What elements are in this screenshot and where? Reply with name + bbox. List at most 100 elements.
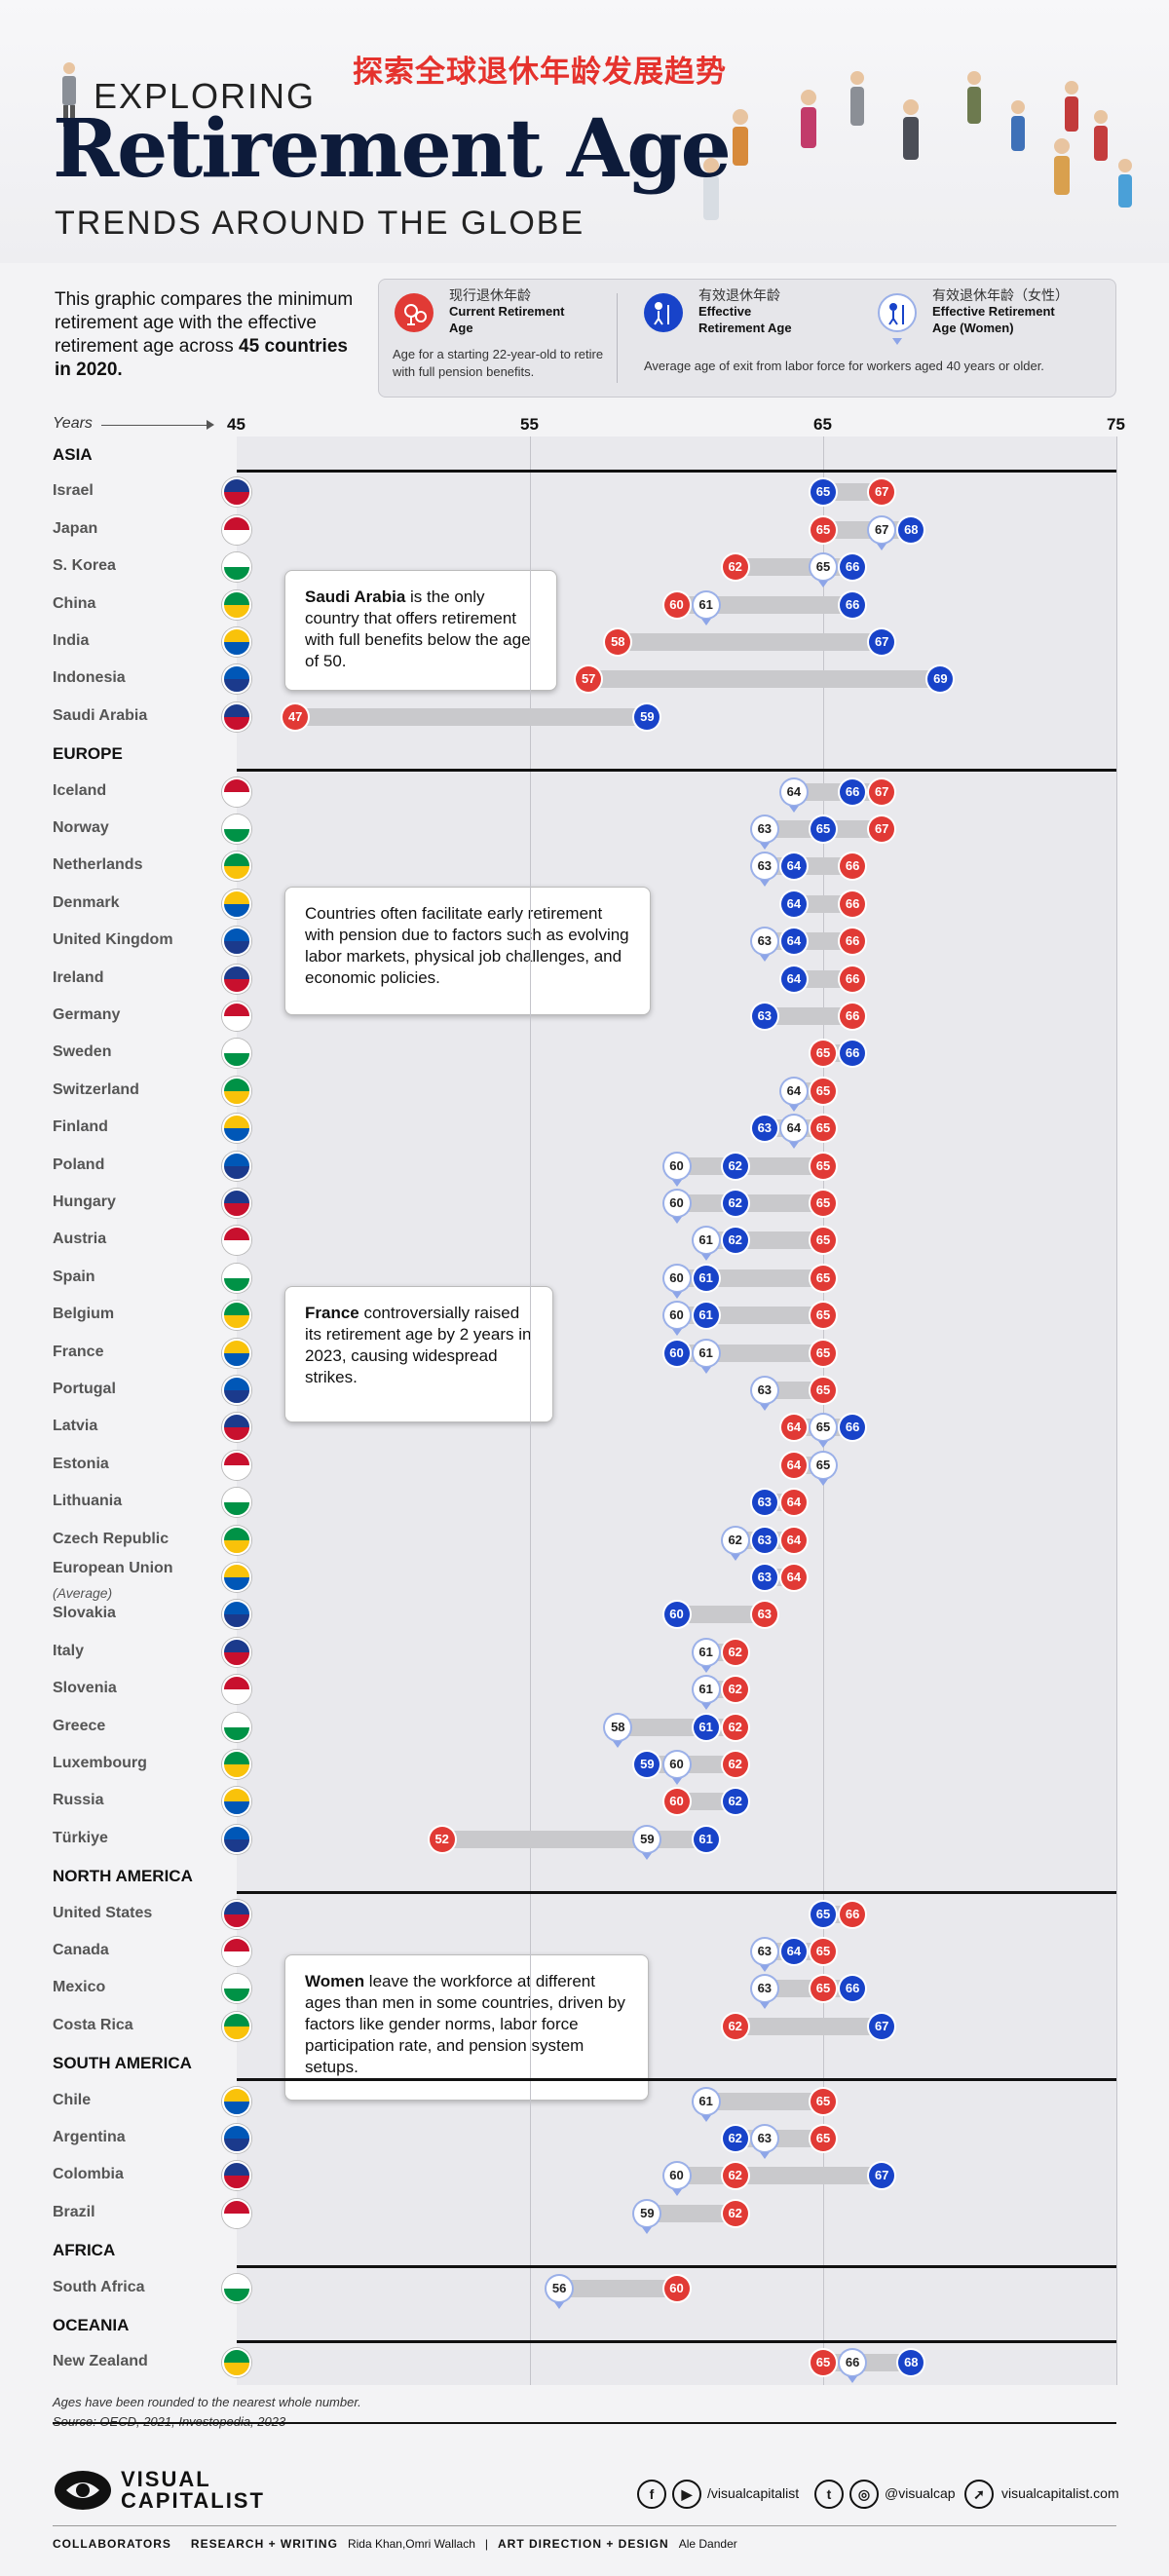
range-bar-chile: [705, 2092, 823, 2110]
flag-italy-icon: [222, 1637, 251, 1667]
effective-dot-china: 66: [840, 591, 866, 618]
callout-saudi-text: is the only country that offers retireme…: [305, 587, 531, 670]
effective-dot-canada: 64: [780, 1939, 807, 1964]
country-label-china: China: [53, 594, 96, 612]
current-dot-argentina: 65: [811, 2126, 836, 2151]
region-label-africa: AFRICA: [53, 2241, 116, 2260]
legend-effective-desc: Average age of exit from labor force for…: [644, 359, 1044, 373]
region-rule-south-america: [237, 2078, 1116, 2082]
intro-bold: 45 countries in 2020.: [55, 336, 348, 380]
women-dot-chile: 61: [693, 2088, 719, 2114]
current-dot-russia: 60: [663, 1789, 690, 1815]
women-dot-italy: 61: [693, 1639, 719, 1665]
women-dot-switzerland: 64: [780, 1078, 807, 1104]
women-pin-switzerland: [788, 1104, 799, 1112]
women-dot-greece: 58: [605, 1714, 631, 1740]
twitter-icon[interactable]: t: [814, 2480, 844, 2509]
instagram-icon[interactable]: ◎: [849, 2480, 879, 2509]
current-dot-japan: 65: [811, 516, 836, 543]
flag-slovenia-icon: [222, 1675, 251, 1705]
page-subtitle: TRENDS AROUND THE GLOBE: [55, 205, 585, 242]
country-label-austria: Austria: [53, 1231, 107, 1248]
women-pin-mexico: [759, 2002, 770, 2010]
elderly-figurine-icon: [62, 62, 76, 127]
current-dot-slovenia: 62: [722, 1677, 748, 1703]
flag-france-icon: [222, 1338, 251, 1368]
women-dot-t-rkiye: 59: [634, 1826, 660, 1852]
effective-dot-russia: 62: [722, 1789, 748, 1815]
flag-switzerland-icon: [222, 1076, 251, 1106]
country-label-t-rkiye: Türkiye: [53, 1829, 108, 1846]
region-label-north-america: NORTH AMERICA: [53, 1867, 193, 1886]
women-pin-japan: [877, 543, 887, 550]
country-label-argentina: Argentina: [53, 2129, 126, 2145]
cursor-icon[interactable]: ➚: [964, 2480, 994, 2509]
current-dot-greece: 62: [722, 1714, 748, 1740]
flag-argentina-icon: [222, 2124, 251, 2153]
women-pin-icon: [892, 338, 902, 345]
flag-ireland-icon: [222, 964, 251, 994]
x-tick-label-55: 55: [520, 415, 539, 434]
women-pin-spain: [671, 1291, 682, 1299]
women-dot-mexico: 63: [751, 1976, 777, 2002]
intro-plain: This graphic compares the minimum retire…: [55, 289, 354, 357]
current-dot-czech-republic: 64: [780, 1527, 807, 1553]
effective-dot-germany: 63: [751, 1004, 777, 1029]
women-pin-belgium: [671, 1329, 682, 1337]
social-handle-visualcapitalist[interactable]: /visualcapitalist: [707, 2485, 800, 2501]
effective-dot-colombia: 67: [869, 2163, 895, 2189]
current-dot-portugal: 65: [811, 1378, 836, 1403]
effective-dot-india: 67: [869, 629, 895, 655]
range-bar-poland: [676, 1156, 823, 1175]
footer-divider-thin: [53, 2525, 1116, 2526]
callout-women-text: leave the workforce at different ages th…: [305, 1972, 625, 2076]
country-label-iceland: Iceland: [53, 781, 107, 799]
flag-new-zealand-icon: [222, 2348, 251, 2378]
range-bar-t-rkiye: [441, 1830, 706, 1848]
flag-brazil-icon: [222, 2198, 251, 2228]
women-dot-belgium: 60: [663, 1303, 690, 1329]
flag-united-states-icon: [222, 1899, 251, 1929]
country-label-japan: Japan: [53, 519, 98, 537]
callout-saudi-bold: Saudi Arabia: [305, 587, 406, 606]
effective-dot-united-states: 65: [811, 1901, 836, 1927]
country-label-slovakia: Slovakia: [53, 1605, 116, 1622]
country-label-greece: Greece: [53, 1717, 106, 1734]
people-figurines-illustration: [703, 71, 1132, 220]
facebook-icon[interactable]: f: [637, 2480, 666, 2509]
flag-south-africa-icon: [222, 2273, 251, 2303]
current-dot-united-kingdom: 66: [840, 928, 866, 955]
women-pin-austria: [700, 1254, 711, 1262]
flag-united-kingdom-icon: [222, 927, 251, 957]
effective-dot-sweden: 66: [840, 1041, 866, 1067]
effective-dot-israel: 65: [811, 479, 836, 506]
current-dot-netherlands: 66: [840, 853, 866, 880]
country-label-united-states: United States: [53, 1904, 153, 1921]
country-label-denmark: Denmark: [53, 893, 120, 911]
women-pin-chile: [700, 2114, 711, 2122]
country-label-netherlands: Netherlands: [53, 856, 143, 874]
page-title: Retirement Age: [53, 102, 732, 196]
youtube-icon[interactable]: ▶: [672, 2480, 701, 2509]
women-dot-norway: 63: [751, 816, 777, 842]
range-bar-slovakia: [676, 1606, 765, 1624]
website-link[interactable]: visualcapitalist.com: [1001, 2485, 1119, 2501]
women-pin-norway: [759, 843, 770, 850]
region-label-south-america: SOUTH AMERICA: [53, 2054, 192, 2073]
women-dot-canada: 63: [751, 1939, 777, 1964]
footer-divider: [53, 2422, 1116, 2424]
flag-india-icon: [222, 627, 251, 657]
current-dot-colombia: 62: [722, 2163, 748, 2189]
women-pin-czech-republic: [730, 1553, 740, 1561]
social-handle-visualcap[interactable]: @visualcap: [885, 2485, 956, 2501]
flag-denmark-icon: [222, 889, 251, 919]
effective-dot-mexico: 66: [840, 1976, 866, 2002]
country-label-canada: Canada: [53, 1942, 109, 1958]
range-bar-portugal: [764, 1382, 823, 1399]
women-pin-south-africa: [554, 2301, 565, 2309]
axis-arrow-icon: [207, 420, 214, 430]
current-dot-ireland: 66: [840, 966, 866, 992]
flag-russia-icon: [222, 1787, 251, 1817]
callout-france: France controversially raised its retire…: [284, 1286, 553, 1422]
country-label-saudi-arabia: Saudi Arabia: [53, 706, 148, 724]
